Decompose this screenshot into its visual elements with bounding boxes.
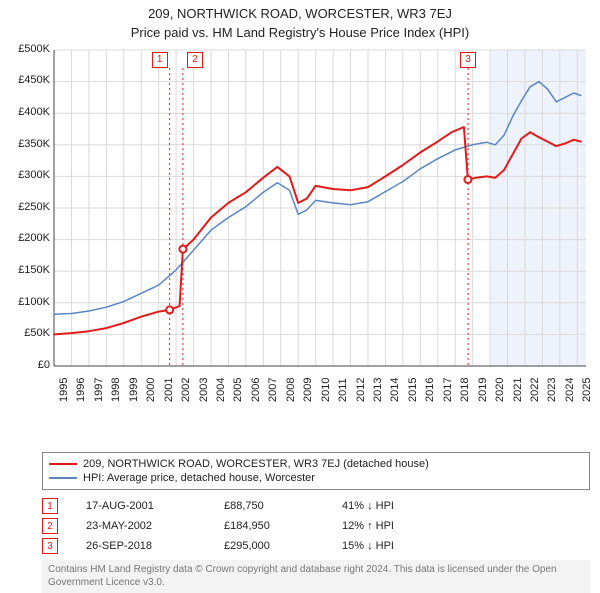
y-tick-label: £400K bbox=[10, 106, 50, 118]
y-tick-label: £150K bbox=[10, 264, 50, 276]
x-tick-label: 1995 bbox=[58, 377, 70, 401]
x-tick-label: 2008 bbox=[285, 377, 297, 401]
sale-delta: 15% ↓ HPI bbox=[342, 540, 432, 552]
legend: 209, NORTHWICK ROAD, WORCESTER, WR3 7EJ … bbox=[42, 452, 590, 491]
y-tick-label: £200K bbox=[10, 232, 50, 244]
x-tick-label: 2010 bbox=[320, 377, 332, 401]
y-tick-label: £300K bbox=[10, 169, 50, 181]
x-tick-label: 2017 bbox=[442, 377, 454, 401]
chart-title: 209, NORTHWICK ROAD, WORCESTER, WR3 7EJ bbox=[0, 0, 600, 25]
x-tick-label: 2021 bbox=[512, 377, 524, 401]
x-tick-label: 2001 bbox=[163, 377, 175, 401]
x-tick-label: 2018 bbox=[459, 377, 471, 401]
x-tick-label: 2012 bbox=[355, 377, 367, 401]
chart-svg bbox=[10, 46, 590, 406]
y-tick-label: £0 bbox=[10, 359, 50, 371]
legend-row: HPI: Average price, detached house, Worc… bbox=[49, 471, 583, 485]
legend-label: HPI: Average price, detached house, Worc… bbox=[83, 471, 315, 485]
x-tick-label: 2011 bbox=[337, 378, 349, 402]
x-tick-label: 1997 bbox=[93, 377, 105, 401]
x-tick-label: 2020 bbox=[494, 377, 506, 401]
sale-price: £88,750 bbox=[224, 500, 314, 512]
sale-delta: 41% ↓ HPI bbox=[342, 500, 432, 512]
x-tick-label: 2014 bbox=[389, 377, 401, 401]
sale-number: 2 bbox=[42, 518, 58, 534]
sale-row: 2 23-MAY-2002 £184,950 12% ↑ HPI bbox=[42, 516, 590, 536]
y-tick-label: £250K bbox=[10, 201, 50, 213]
x-tick-label: 2004 bbox=[215, 377, 227, 401]
sale-marker: 3 bbox=[460, 52, 476, 68]
sale-marker: 1 bbox=[152, 52, 168, 68]
y-tick-label: £450K bbox=[10, 74, 50, 86]
y-tick-label: £350K bbox=[10, 138, 50, 150]
y-tick-label: £100K bbox=[10, 296, 50, 308]
sale-date: 26-SEP-2018 bbox=[86, 540, 196, 552]
x-tick-label: 1996 bbox=[75, 377, 87, 401]
legend-swatch bbox=[49, 477, 77, 479]
sale-delta: 12% ↑ HPI bbox=[342, 520, 432, 532]
x-tick-label: 2000 bbox=[145, 377, 157, 401]
sale-row: 1 17-AUG-2001 £88,750 41% ↓ HPI bbox=[42, 496, 590, 516]
x-tick-label: 2009 bbox=[302, 377, 314, 401]
x-tick-label: 2023 bbox=[546, 377, 558, 401]
sale-price: £295,000 bbox=[224, 540, 314, 552]
x-tick-label: 2022 bbox=[529, 377, 541, 401]
x-tick-label: 2005 bbox=[232, 377, 244, 401]
footnote: Contains HM Land Registry data © Crown c… bbox=[42, 560, 590, 593]
x-tick-label: 2007 bbox=[267, 377, 279, 401]
x-tick-label: 2015 bbox=[407, 377, 419, 401]
sales-table: 1 17-AUG-2001 £88,750 41% ↓ HPI 2 23-MAY-2002… bbox=[42, 496, 590, 556]
y-tick-label: £500K bbox=[10, 43, 50, 55]
x-tick-label: 2024 bbox=[564, 377, 576, 401]
x-tick-label: 2025 bbox=[581, 377, 593, 401]
x-tick-label: 2019 bbox=[477, 377, 489, 401]
sale-row: 3 26-SEP-2018 £295,000 15% ↓ HPI bbox=[42, 536, 590, 556]
x-tick-label: 2016 bbox=[424, 377, 436, 401]
x-tick-label: 1999 bbox=[128, 377, 140, 401]
x-tick-label: 1998 bbox=[110, 377, 122, 401]
sale-number: 1 bbox=[42, 498, 58, 514]
y-tick-label: £50K bbox=[10, 327, 50, 339]
legend-row: 209, NORTHWICK ROAD, WORCESTER, WR3 7EJ … bbox=[49, 457, 583, 471]
x-tick-label: 2006 bbox=[250, 377, 262, 401]
x-tick-label: 2002 bbox=[180, 377, 192, 401]
x-tick-label: 2003 bbox=[198, 377, 210, 401]
sale-marker: 2 bbox=[187, 52, 203, 68]
sale-number: 3 bbox=[42, 538, 58, 554]
legend-swatch bbox=[49, 463, 77, 465]
sale-price: £184,950 bbox=[224, 520, 314, 532]
chart-area: £0 £50K £100K £150K £200K £250K £300K £350K £400… bbox=[10, 46, 590, 406]
sale-date: 17-AUG-2001 bbox=[86, 500, 196, 512]
chart-subtitle: Price paid vs. HM Land Registry's House … bbox=[0, 25, 600, 46]
sale-date: 23-MAY-2002 bbox=[86, 520, 196, 532]
legend-label: 209, NORTHWICK ROAD, WORCESTER, WR3 7EJ … bbox=[83, 457, 429, 471]
x-tick-label: 2013 bbox=[372, 377, 384, 401]
